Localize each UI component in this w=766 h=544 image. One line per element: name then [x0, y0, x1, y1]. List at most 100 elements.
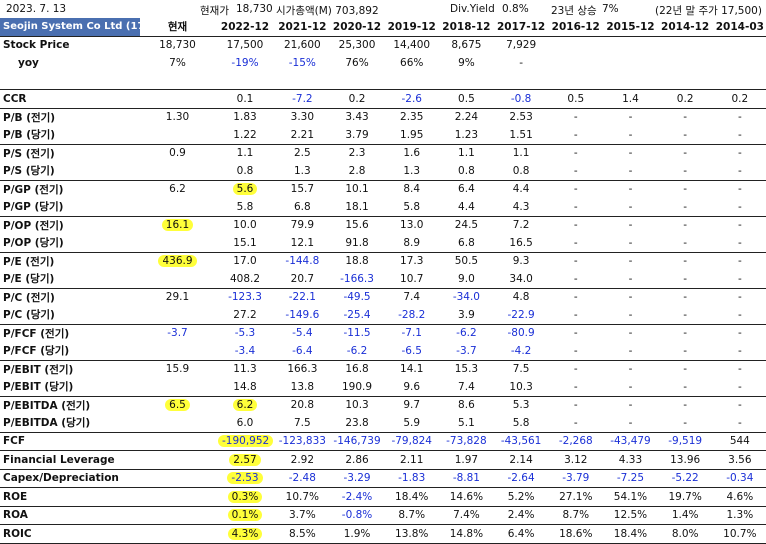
table-cell: 16.8 [330, 360, 385, 378]
highlighted-value: 5.6 [233, 183, 258, 195]
dividend-yield-value: 0.8% [502, 3, 529, 15]
table-cell: -144.8 [275, 252, 330, 270]
table-cell: -5.22 [658, 469, 713, 488]
cell-value: 50.5 [455, 255, 478, 267]
cell-value: 13.96 [670, 454, 700, 466]
cell-value: -0.8 [511, 93, 532, 105]
table-cell: 8,675 [439, 36, 494, 54]
market-cap: 시가총액(M) 703,892 [276, 3, 379, 18]
highlighted-value: 16.1 [162, 219, 193, 231]
table-cell: - [603, 198, 658, 216]
table-cell: 23.8 [330, 414, 385, 432]
cell-value: 14.1 [400, 363, 423, 375]
table-cell: - [658, 198, 713, 216]
cell-value: 18.4% [614, 528, 647, 540]
cell-value: 10.3 [509, 381, 532, 393]
cell-value: - [629, 363, 633, 375]
table-cell: - [548, 288, 603, 306]
table-cell: - [658, 144, 713, 162]
cell-value: 1.30 [166, 111, 189, 123]
cell-value: -49.5 [343, 291, 370, 303]
table-row: P/FCF (전기)-3.7-5.3-5.4-11.5-7.1-6.2-80.9… [0, 324, 766, 342]
row-label: P/B (전기) [0, 108, 140, 126]
table-cell: 1.1 [439, 144, 494, 162]
cell-value: - [738, 165, 742, 177]
table-cell: 0.8 [215, 162, 275, 180]
cell-value: - [738, 273, 742, 285]
table-cell: 2.21 [275, 126, 330, 144]
cell-value: - [574, 381, 578, 393]
cell-value: 0.8 [513, 165, 530, 177]
cell-value: -5.22 [672, 472, 699, 484]
column-header: 2020-12 [330, 18, 385, 36]
cell-value: 1.3 [403, 165, 420, 177]
table-cell: -0.34 [713, 469, 766, 488]
table-cell: 1.3 [275, 162, 330, 180]
cell-value: 7.4 [458, 381, 475, 393]
table-cell: 0.3% [215, 488, 275, 507]
table-cell: 0.5 [548, 90, 603, 109]
cell-value: - [574, 399, 578, 411]
table-cell: -123.3 [215, 288, 275, 306]
table-cell: -3.7 [140, 324, 215, 342]
table-cell: 6.0 [215, 414, 275, 432]
cell-value: 20.8 [291, 399, 314, 411]
table-cell [548, 72, 603, 90]
table-cell: 1.4 [603, 90, 658, 109]
table-cell [658, 36, 713, 54]
table-cell: 5.8 [215, 198, 275, 216]
cell-value: - [574, 255, 578, 267]
cell-value: -79,824 [391, 435, 432, 447]
cell-value: - [574, 165, 578, 177]
table-cell: - [548, 216, 603, 234]
cell-value: - [574, 309, 578, 321]
table-cell: 1.51 [494, 126, 549, 144]
cell-value: 25,300 [339, 39, 376, 51]
cell-value: 1.51 [509, 129, 532, 141]
table-cell: -80.9 [494, 324, 549, 342]
table-cell: 11.3 [215, 360, 275, 378]
table-cell [140, 469, 215, 488]
cell-value: -3.79 [562, 472, 589, 484]
table-cell: - [603, 162, 658, 180]
table-cell: -2.6 [384, 90, 439, 109]
table-cell: - [603, 270, 658, 288]
table-cell [658, 72, 713, 90]
table-cell: - [603, 234, 658, 252]
highlighted-value: 436.9 [158, 255, 196, 267]
cell-value: 5.2% [508, 491, 535, 503]
cell-value: 0.5 [567, 93, 584, 105]
table-cell [140, 432, 215, 451]
table-cell: 0.2 [713, 90, 766, 109]
table-cell: - [603, 342, 658, 360]
table-row: FCF-190,952-123,833-146,739-79,824-73,82… [0, 432, 766, 451]
cell-value: 3.9 [458, 309, 475, 321]
cell-value: 24.5 [455, 219, 478, 231]
cell-value: 76% [345, 57, 368, 69]
cell-value: -22.9 [508, 309, 535, 321]
cell-value: -6.5 [401, 345, 422, 357]
table-cell: - [494, 54, 549, 72]
cell-value: -144.8 [285, 255, 319, 267]
cell-value: 2.11 [400, 454, 423, 466]
cell-value: 15.7 [291, 183, 314, 195]
table-cell: 7.5 [494, 360, 549, 378]
table-cell: -19% [215, 54, 275, 72]
cell-value: -4.2 [511, 345, 532, 357]
table-cell: 6.4 [439, 180, 494, 198]
table-cell: 5.8 [494, 414, 549, 432]
cell-value: -43,479 [610, 435, 651, 447]
cell-value: 0.2 [731, 93, 748, 105]
table-cell: -25.4 [330, 306, 385, 324]
table-cell: 3.12 [548, 451, 603, 470]
cell-value: - [574, 291, 578, 303]
cell-value: 6.4 [458, 183, 475, 195]
table-cell: 15.6 [330, 216, 385, 234]
table-cell: -3.7 [439, 342, 494, 360]
row-label: yoy [0, 54, 140, 72]
table-cell: 21,600 [275, 36, 330, 54]
